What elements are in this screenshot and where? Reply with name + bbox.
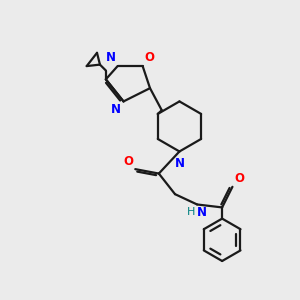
Text: N: N (111, 103, 121, 116)
Text: N: N (197, 206, 207, 219)
Text: O: O (123, 155, 133, 168)
Text: N: N (106, 51, 116, 64)
Text: O: O (144, 51, 154, 64)
Text: O: O (234, 172, 244, 185)
Text: N: N (174, 157, 184, 170)
Text: H: H (187, 207, 196, 218)
